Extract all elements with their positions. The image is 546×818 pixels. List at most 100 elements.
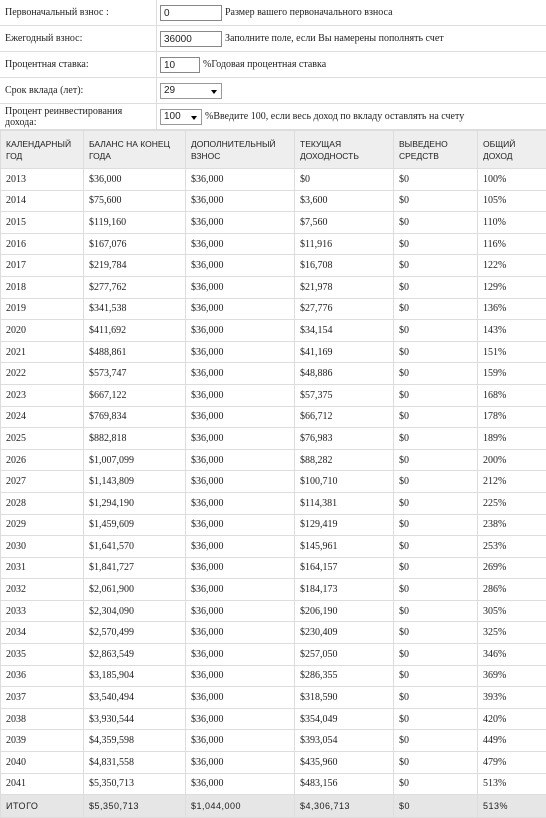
- table-row: 2032 $2,061,900 $36,000 $184,173 $0 286%: [0, 578, 546, 601]
- table-cell: 369%: [477, 664, 546, 688]
- table-cell: 2013: [0, 168, 84, 191]
- table-cell: $0: [393, 643, 478, 666]
- form-row: Процентная ставка: 10 %Годовая процентная…: [0, 52, 546, 78]
- table-cell: 2033: [0, 599, 84, 623]
- table-cell: $219,784: [83, 254, 186, 277]
- column-header: БАЛАНС НА КОНЕЦ ГОДА: [83, 130, 186, 169]
- table-cell: $573,747: [83, 362, 186, 385]
- text-input[interactable]: 0: [160, 4, 222, 21]
- form-row: Срок вклада (лет): 29: [0, 78, 546, 104]
- table-row: 2025 $882,818 $36,000 $76,983 $0 189%: [0, 427, 546, 450]
- table-cell: $0: [393, 189, 478, 213]
- table-cell: 325%: [477, 621, 546, 645]
- table-cell: $3,185,904: [83, 664, 186, 688]
- table-row: 2028 $1,294,190 $36,000 $114,381 $0 225%: [0, 491, 546, 515]
- table-row: 2031 $1,841,727 $36,000 $164,157 $0 269%: [0, 556, 546, 580]
- table-cell: $36,000: [185, 751, 295, 774]
- table-cell: $0: [393, 211, 478, 234]
- table-cell: $41,169: [294, 340, 394, 364]
- table-cell: $0: [393, 319, 478, 342]
- table-cell: $0: [393, 340, 478, 364]
- table-cell: $341,538: [83, 297, 186, 321]
- table-cell: $0: [393, 751, 478, 774]
- text-input[interactable]: 10: [160, 56, 200, 73]
- text-input[interactable]: 36000: [160, 30, 222, 47]
- table-row: 2038 $3,930,544 $36,000 $354,049 $0 420%: [0, 707, 546, 731]
- table-cell: 269%: [477, 556, 546, 580]
- results-table: КАЛЕНДАРНЫЙ ГОД БАЛАНС НА КОНЕЦ ГОДА ДОПОЛ…: [0, 130, 546, 818]
- table-row: 2017 $219,784 $36,000 $16,708 $0 122%: [0, 254, 546, 277]
- table-cell: $7,560: [294, 211, 394, 234]
- table-cell: 212%: [477, 470, 546, 493]
- table-cell: $0: [393, 664, 478, 688]
- table-cell: $88,282: [294, 448, 394, 472]
- table-cell: $36,000: [185, 232, 295, 256]
- table-row: 2013 $36,000 $36,000 $0 $0 100%: [0, 168, 546, 191]
- table-cell: 189%: [477, 427, 546, 450]
- table-row: 2024 $769,834 $36,000 $66,712 $0 178%: [0, 405, 546, 429]
- table-cell: $0: [393, 491, 478, 515]
- table-cell: $0: [393, 535, 478, 558]
- table-cell: $36,000: [185, 729, 295, 753]
- table-cell: $1,459,609: [83, 513, 186, 537]
- table-cell: $0: [393, 772, 478, 796]
- table-cell: 2037: [0, 686, 84, 709]
- header-row: КАЛЕНДАРНЫЙ ГОД БАЛАНС НА КОНЕЦ ГОДА ДОПОЛ…: [0, 130, 546, 169]
- table-row: 2021 $488,861 $36,000 $41,169 $0 151%: [0, 340, 546, 364]
- table-cell: $354,049: [294, 707, 394, 731]
- field-label: Ежегодный взнос:: [0, 26, 157, 51]
- table-row: 2027 $1,143,809 $36,000 $100,710 $0 212%: [0, 470, 546, 493]
- table-cell: 122%: [477, 254, 546, 277]
- table-cell: 2019: [0, 297, 84, 321]
- table-cell: $0: [393, 513, 478, 537]
- table-cell: $1,294,190: [83, 491, 186, 515]
- table-row: 2034 $2,570,499 $36,000 $230,409 $0 325%: [0, 621, 546, 645]
- table-row: 2041 $5,350,713 $36,000 $483,156 $0 513%: [0, 772, 546, 796]
- table-cell: $1,641,570: [83, 535, 186, 558]
- table-cell: $11,916: [294, 232, 394, 256]
- table-cell: $36,000: [185, 578, 295, 601]
- table-row: 2037 $3,540,494 $36,000 $318,590 $0 393%: [0, 686, 546, 709]
- table-cell: $2,570,499: [83, 621, 186, 645]
- total-row: ИТОГО $5,350,713 $1,044,000 $4,306,713 $0 513…: [0, 794, 546, 818]
- table-row: 2016 $167,076 $36,000 $11,916 $0 116%: [0, 232, 546, 256]
- field-hint: Заполните поле, если Вы намерены пополня…: [225, 33, 444, 44]
- table-cell: 2024: [0, 405, 84, 429]
- table-cell: 2025: [0, 427, 84, 450]
- table-cell: 2028: [0, 491, 84, 515]
- table-row: 2030 $1,641,570 $36,000 $145,961 $0 253%: [0, 535, 546, 558]
- table-cell: $1,143,809: [83, 470, 186, 493]
- table-cell: $0: [294, 168, 394, 191]
- table-cell: $36,000: [83, 168, 186, 191]
- table-row: 2035 $2,863,549 $36,000 $257,050 $0 346%: [0, 643, 546, 666]
- table-row: 2022 $573,747 $36,000 $48,886 $0 159%: [0, 362, 546, 385]
- table-cell: $36,000: [185, 513, 295, 537]
- table-cell: $36,000: [185, 189, 295, 213]
- table-cell: $230,409: [294, 621, 394, 645]
- select[interactable]: 29: [160, 82, 222, 99]
- select[interactable]: 100: [160, 108, 202, 125]
- table-cell: 2020: [0, 319, 84, 342]
- table-cell: 286%: [477, 578, 546, 601]
- table-row: 2014 $75,600 $36,000 $3,600 $0 105%: [0, 189, 546, 213]
- table-cell: $4,359,598: [83, 729, 186, 753]
- field-label: Первоначальный взнос :: [0, 0, 157, 25]
- table-cell: 2039: [0, 729, 84, 753]
- total-cell: $4,306,713: [294, 794, 394, 818]
- table-cell: 2041: [0, 772, 84, 796]
- table-cell: $21,978: [294, 275, 394, 299]
- form-row: Первоначальный взнос : 0 Размер вашего пе…: [0, 0, 546, 26]
- table-cell: $100,710: [294, 470, 394, 493]
- table-row: 2036 $3,185,904 $36,000 $286,355 $0 369%: [0, 664, 546, 688]
- field-hint: %Введите 100, если весь доход по вкладу …: [205, 111, 465, 122]
- table-cell: $769,834: [83, 405, 186, 429]
- table-cell: $36,000: [185, 297, 295, 321]
- table-cell: $0: [393, 405, 478, 429]
- table-cell: $488,861: [83, 340, 186, 364]
- table-cell: 143%: [477, 319, 546, 342]
- table-cell: $1,007,099: [83, 448, 186, 472]
- table-cell: 346%: [477, 643, 546, 666]
- table-cell: $34,154: [294, 319, 394, 342]
- table-cell: $318,590: [294, 686, 394, 709]
